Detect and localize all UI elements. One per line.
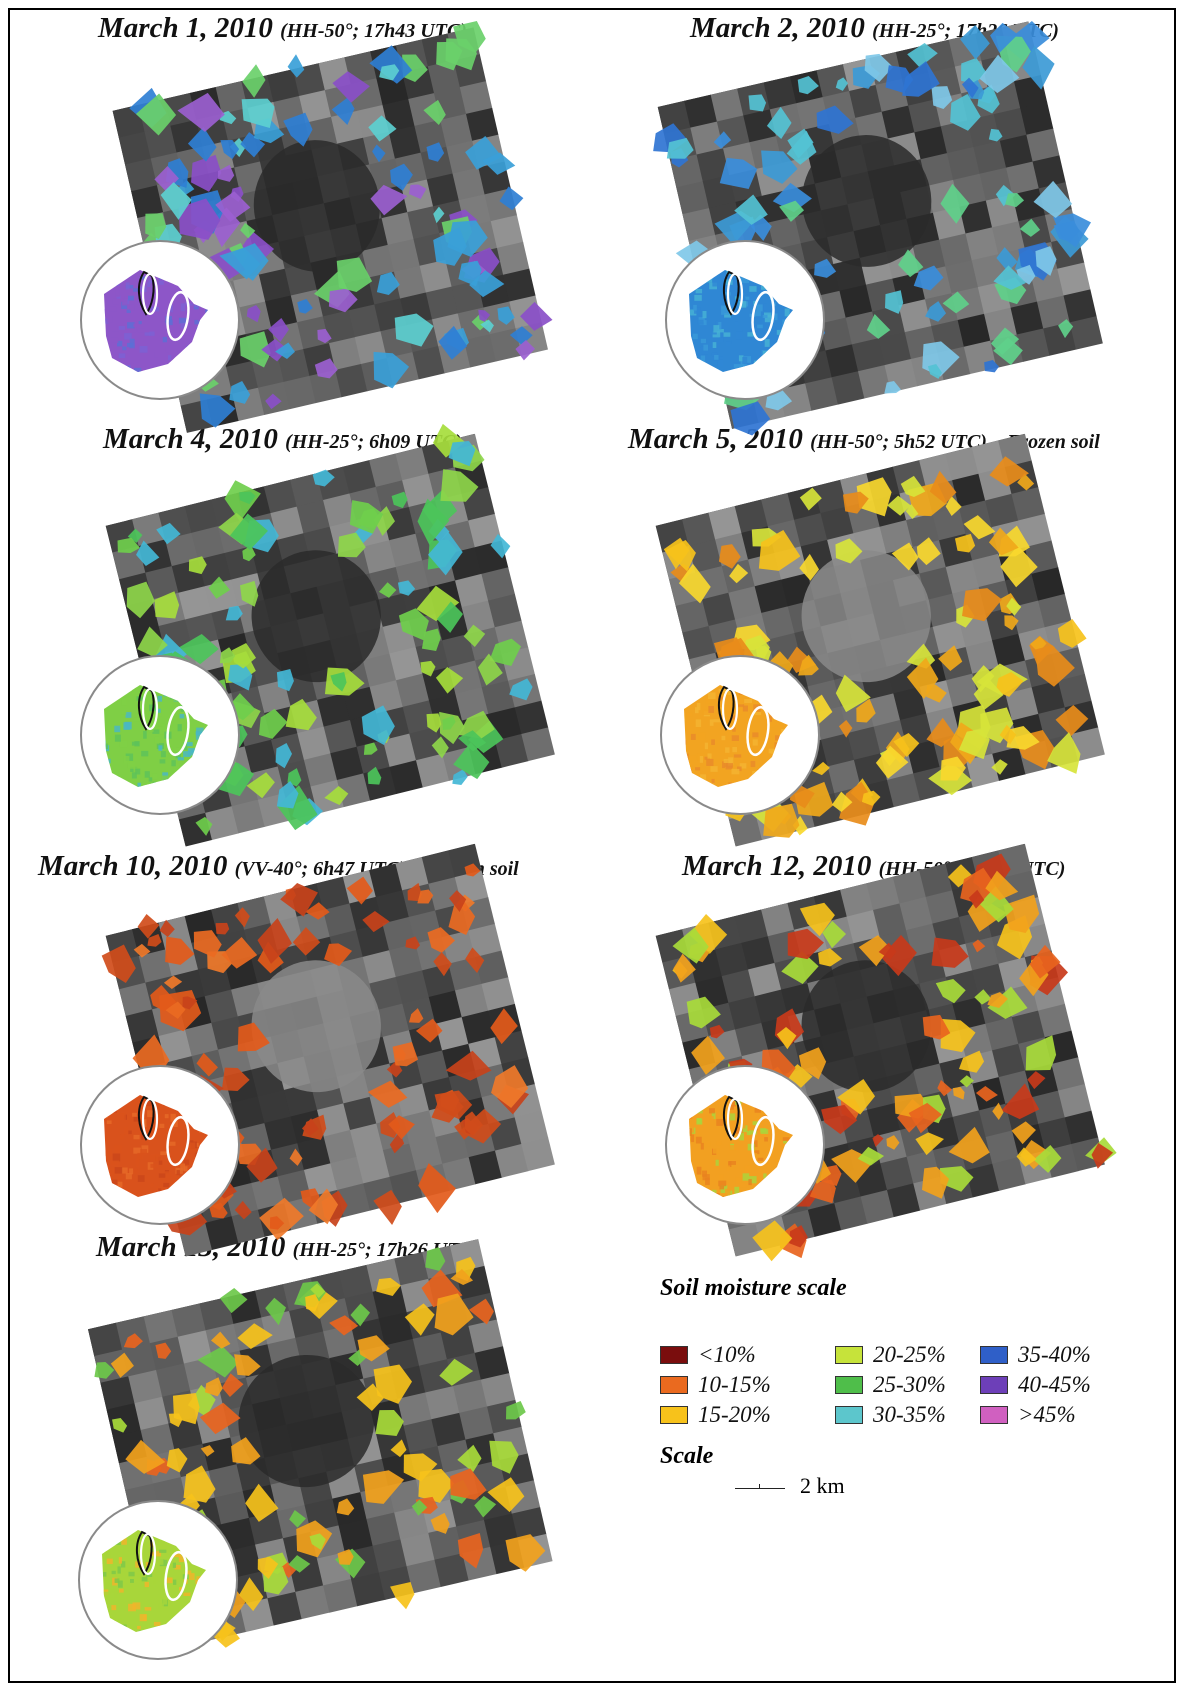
legend-label: 15-20% <box>698 1402 771 1427</box>
legend-label: 35-40% <box>1018 1342 1091 1367</box>
legend-swatch <box>660 1376 688 1394</box>
legend-swatch <box>835 1376 863 1394</box>
panel-title-mar1: March 1, 2010 (HH-50°; 17h43 UTC) <box>98 12 467 44</box>
legend-title: Soil moisture scale <box>660 1275 847 1301</box>
inset-plot <box>689 1095 793 1197</box>
legend-label: 10-15% <box>698 1372 771 1397</box>
legend-swatch <box>980 1376 1008 1394</box>
panel-title-mar5: March 5, 2010 (HH-50°; 5h52 UTC) – Froze… <box>628 423 1100 455</box>
legend-item: 25-30% <box>835 1372 946 1397</box>
inset-map-mar1 <box>80 240 240 400</box>
legend-item: >45% <box>980 1402 1076 1427</box>
scale-bar <box>735 1488 785 1489</box>
inset-map-mar5 <box>660 655 820 815</box>
sar-map-mar5 <box>655 433 1105 847</box>
inset-map-mar2 <box>665 240 825 400</box>
figure-frame <box>8 8 1176 1683</box>
inset-plot <box>684 685 788 787</box>
inset-plot <box>104 685 208 787</box>
sar-map-mar1 <box>112 21 553 433</box>
legend-swatch <box>660 1406 688 1424</box>
scale-value: 2 km <box>800 1473 845 1498</box>
legend-swatch <box>980 1406 1008 1424</box>
legend-swatch <box>835 1346 863 1364</box>
inset-plot <box>104 1095 208 1197</box>
inset-plot <box>102 1530 206 1632</box>
scale-bar-tick <box>759 1484 760 1489</box>
legend-swatch <box>980 1346 1008 1364</box>
inset-plot <box>104 270 208 372</box>
legend-label: 25-30% <box>873 1372 946 1397</box>
inset-map-mar12 <box>665 1065 825 1225</box>
sar-image <box>112 21 553 433</box>
legend-item: 40-45% <box>980 1372 1091 1397</box>
inset-map-mar4 <box>80 655 240 815</box>
legend-label: 30-35% <box>873 1402 946 1427</box>
legend-label: >45% <box>1018 1402 1076 1427</box>
legend-label: <10% <box>698 1342 756 1367</box>
legend-label: 20-25% <box>873 1342 946 1367</box>
inset-map-mar10 <box>80 1065 240 1225</box>
legend-swatch <box>660 1346 688 1364</box>
scale-title: Scale <box>660 1443 714 1469</box>
inset-map-mar13 <box>78 1500 238 1660</box>
legend-item: 30-35% <box>835 1402 946 1427</box>
legend-label: 40-45% <box>1018 1372 1091 1397</box>
legend-item: <10% <box>660 1342 756 1367</box>
panel-title-mar4: March 4, 2010 (HH-25°; 6h09 UTC) <box>103 423 462 455</box>
legend-item: 10-15% <box>660 1372 771 1397</box>
legend-swatch <box>835 1406 863 1424</box>
legend-item: 20-25% <box>835 1342 946 1367</box>
sar-image <box>655 433 1105 847</box>
legend-item: 15-20% <box>660 1402 771 1427</box>
inset-plot <box>689 270 793 372</box>
legend-item: 35-40% <box>980 1342 1091 1367</box>
soil-moisture-legend: Soil moisture scale <10% 10-15% 15-20% 20-2… <box>660 1275 1140 1605</box>
